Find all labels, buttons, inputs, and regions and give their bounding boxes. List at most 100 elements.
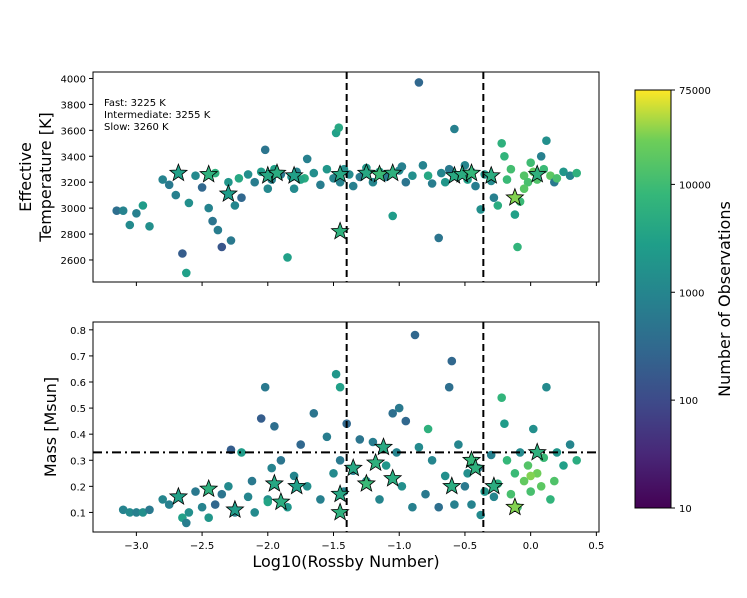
data-point bbox=[536, 152, 546, 161]
data-point bbox=[519, 476, 529, 486]
y-tick-label: 2800 bbox=[61, 230, 86, 241]
data-point bbox=[440, 471, 450, 481]
median-star-marker bbox=[461, 450, 482, 469]
x-tick-label: −2.5 bbox=[190, 541, 214, 552]
median-star-marker bbox=[373, 437, 394, 456]
data-point bbox=[260, 382, 270, 392]
data-point bbox=[309, 168, 319, 178]
annotation-fast: Fast: 3225 K bbox=[104, 98, 166, 109]
median-star-marker bbox=[284, 165, 304, 184]
data-point bbox=[164, 500, 174, 509]
top-y-axis-label: EffectiveTemperature [K] bbox=[16, 112, 55, 242]
data-point bbox=[552, 174, 562, 183]
data-point bbox=[237, 193, 246, 202]
x-tick-label: −1.0 bbox=[387, 541, 411, 552]
y-tick-label: 3600 bbox=[61, 126, 86, 137]
data-point bbox=[329, 469, 338, 478]
data-point bbox=[204, 513, 213, 522]
data-point bbox=[296, 440, 306, 449]
data-point bbox=[480, 487, 490, 496]
median-star-marker bbox=[199, 164, 219, 183]
data-point bbox=[502, 175, 512, 184]
data-point bbox=[523, 461, 533, 470]
data-point bbox=[388, 409, 398, 418]
data-point bbox=[217, 489, 227, 499]
median-star-marker bbox=[199, 478, 219, 498]
data-point bbox=[138, 508, 148, 517]
data-point bbox=[550, 476, 559, 486]
data-point bbox=[493, 201, 503, 210]
median-star-marker bbox=[465, 457, 486, 477]
data-point bbox=[322, 164, 332, 174]
bottom-y-axis-label: Mass [Msun] bbox=[41, 377, 60, 477]
data-point bbox=[331, 369, 341, 379]
data-point bbox=[182, 518, 191, 528]
data-point bbox=[397, 482, 407, 491]
colorbar-tick-label: 75000 bbox=[679, 86, 711, 97]
data-point bbox=[250, 508, 259, 517]
median-star-marker bbox=[330, 502, 350, 521]
data-point bbox=[334, 123, 344, 132]
data-point bbox=[118, 505, 128, 515]
top-scatter-points bbox=[112, 72, 581, 282]
data-point bbox=[460, 482, 470, 491]
data-point bbox=[519, 171, 529, 180]
data-point bbox=[440, 177, 450, 187]
data-point bbox=[392, 448, 401, 457]
data-point bbox=[184, 508, 194, 517]
data-point bbox=[408, 171, 417, 180]
colorbar-tick-label: 1000 bbox=[679, 288, 704, 299]
data-point bbox=[423, 171, 433, 180]
y-tick-label: 0.5 bbox=[70, 404, 86, 415]
x-tick-label: −0.5 bbox=[453, 541, 477, 552]
data-point bbox=[565, 171, 575, 180]
data-point bbox=[467, 500, 476, 509]
data-point bbox=[247, 476, 257, 486]
data-point bbox=[322, 432, 332, 442]
data-point bbox=[138, 201, 148, 210]
top-y-axis-label-line: Temperature [K] bbox=[36, 112, 55, 242]
data-point bbox=[178, 249, 187, 258]
data-point bbox=[418, 161, 428, 170]
data-point bbox=[421, 489, 430, 499]
data-point bbox=[355, 435, 365, 444]
annotation-intermediate: Intermediate: 3255 K bbox=[104, 110, 211, 121]
data-point bbox=[182, 268, 191, 278]
data-point bbox=[542, 382, 551, 392]
data-point bbox=[250, 177, 259, 187]
data-point bbox=[523, 177, 533, 187]
median-star-marker bbox=[484, 476, 504, 495]
data-point bbox=[224, 482, 233, 491]
data-point bbox=[515, 448, 525, 457]
y-tick-label: 0.7 bbox=[70, 352, 86, 363]
data-point bbox=[447, 356, 457, 366]
x-tick-label: −3.0 bbox=[124, 541, 148, 552]
data-point bbox=[213, 225, 223, 235]
data-point bbox=[270, 422, 279, 431]
data-point bbox=[536, 482, 546, 491]
colorbar-gradient bbox=[634, 89, 672, 509]
data-point bbox=[164, 180, 174, 190]
data-point bbox=[125, 220, 135, 230]
data-point bbox=[397, 162, 407, 171]
median-star-marker bbox=[356, 473, 376, 492]
top-plot-frame bbox=[92, 71, 600, 283]
y-tick-label: 2600 bbox=[61, 256, 86, 267]
data-point bbox=[427, 179, 437, 188]
data-point bbox=[526, 487, 535, 496]
data-point bbox=[243, 170, 253, 179]
data-point bbox=[444, 164, 454, 174]
data-point bbox=[302, 154, 312, 164]
bottom-scatter-points bbox=[93, 322, 599, 532]
data-point bbox=[510, 469, 520, 478]
data-point bbox=[224, 177, 233, 187]
data-point bbox=[145, 222, 154, 231]
data-point bbox=[394, 403, 404, 413]
data-point bbox=[502, 456, 512, 465]
data-point bbox=[243, 492, 253, 502]
data-point bbox=[565, 440, 575, 449]
y-tick-label: 3000 bbox=[61, 204, 86, 215]
median-star-marker bbox=[267, 162, 287, 182]
bottom-plot-frame bbox=[92, 321, 600, 533]
median-star-marker bbox=[271, 491, 291, 511]
